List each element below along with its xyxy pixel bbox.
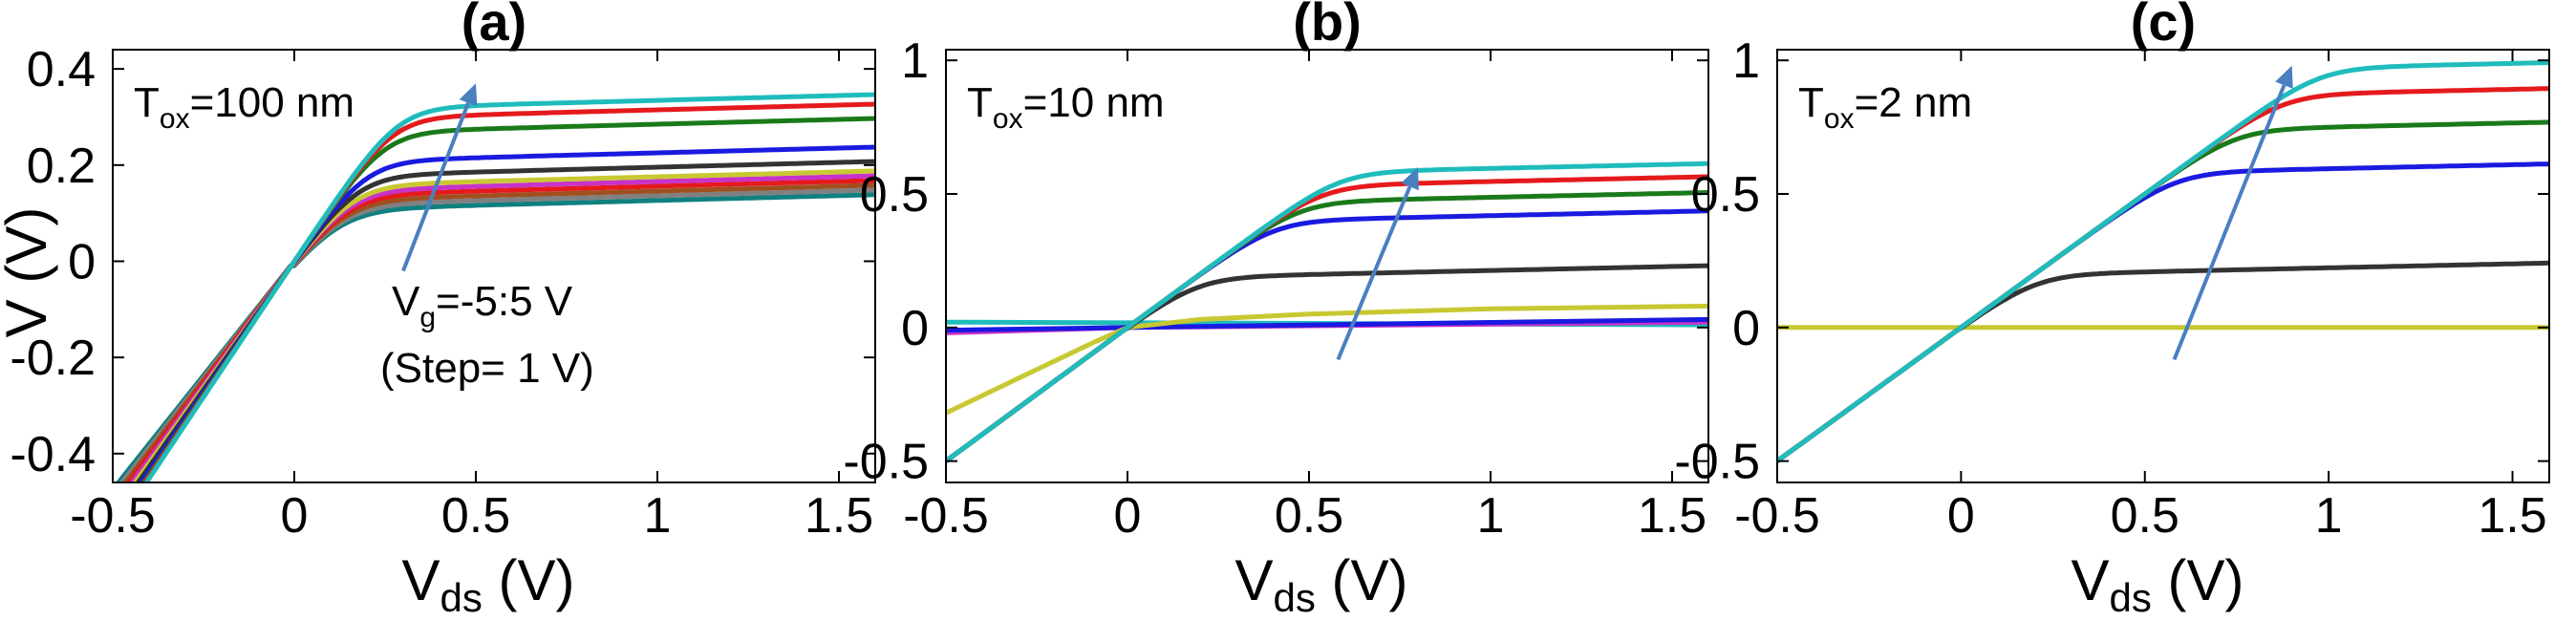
y-tick-label: -0.2: [10, 331, 96, 386]
series-line-vg-1-v: [135, 159, 875, 482]
arrow-line: [401, 102, 470, 272]
series-group: [946, 160, 1708, 464]
x-tick-label: 0.5: [441, 488, 510, 544]
series-line-vg-2-v: [946, 208, 1708, 464]
panel-a: -0.5 0 0.5 1 1.5 -0.4 -0.2 0 0.2 0.4 (a) Vds (V) Tox…: [10, 0, 876, 620]
x-axis-label: Vds (V): [401, 548, 574, 620]
series-line-vg-4-v: [1777, 86, 2549, 464]
x-tick-label: 0.5: [1275, 488, 1343, 544]
x-tick-label: 0: [1947, 488, 1975, 544]
panel-title: (c): [2131, 0, 2196, 52]
series-line-vg-0-v: [946, 303, 1708, 416]
x-tick-label: 1.5: [2478, 488, 2546, 544]
series-line-vg-5-v: [143, 92, 875, 482]
x-tick-label: 1: [2315, 488, 2343, 544]
tox-annotation: Tox=10 nm: [967, 79, 1165, 135]
x-tick-label: 1.5: [1638, 488, 1707, 544]
x-tick-label: -0.5: [70, 488, 156, 544]
y-tick-label: -0.4: [10, 427, 96, 482]
series-group: [115, 92, 875, 482]
panel-c: -0.5 0 0.5 1 1.5 -0.5 0 0.5 1 (c) Vds (V) Tox=2 nm: [1674, 0, 2550, 620]
arrow-head-icon: [459, 83, 478, 107]
plot-frame: [1776, 49, 2550, 483]
series-line-vg-1-v: [1777, 260, 2549, 464]
y-tick-label: 0.2: [27, 139, 96, 194]
y-tick-label: 0.4: [27, 42, 96, 97]
x-tick-label: -0.5: [903, 488, 989, 544]
y-tick-label: 0: [68, 234, 96, 289]
vg-annotation: Vg=-5:5 V: [392, 278, 573, 333]
x-axis-label: Vds (V): [2071, 548, 2243, 620]
arrow-line: [2172, 84, 2286, 361]
series-line-vg-3-v: [1777, 119, 2549, 464]
y-tick-label: 0.5: [1691, 167, 1760, 223]
series-line-vg-5-v: [1777, 60, 2549, 464]
x-tick-label: 0: [1114, 488, 1142, 544]
series-line-vg-1-v: [946, 263, 1708, 464]
series-group: [1777, 60, 2549, 464]
arrow-head-icon: [1401, 167, 1419, 191]
panel-b: -0.5 0 0.5 1 1.5 -0.5 0 0.5 1 (b) Vds (V) Tox=10 nm: [843, 0, 1709, 620]
y-tick-label: 1: [901, 33, 929, 89]
y-tick-label: 0: [1732, 301, 1760, 356]
y-tick-label: -0.5: [1674, 435, 1760, 490]
x-tick-label: 0: [281, 488, 309, 544]
plot-frame: [112, 49, 876, 483]
tox-annotation: Tox=100 nm: [134, 79, 354, 135]
panel-title: (b): [1293, 0, 1362, 52]
y-tick-label: 1: [1732, 33, 1760, 89]
series-line-vg-5-v: [115, 192, 875, 482]
x-tick-label: 1.5: [805, 488, 873, 544]
x-tick-label: 1: [1477, 488, 1505, 544]
arrow-line: [1336, 185, 1412, 361]
step-annotation: (Step= 1 V): [380, 345, 594, 392]
tox-annotation: Tox=2 nm: [1798, 79, 1972, 135]
plot-frame: [945, 49, 1709, 483]
y-tick-label: -0.5: [843, 435, 929, 490]
x-tick-label: 0.5: [2111, 488, 2179, 544]
arrow-head-icon: [2275, 65, 2293, 89]
panel-title: (a): [462, 0, 526, 52]
y-axis-label: V (V): [0, 207, 58, 338]
x-tick-label: -0.5: [1734, 488, 1820, 544]
x-axis-label: Vds (V): [1234, 548, 1407, 620]
y-tick-label: 0: [901, 301, 929, 356]
series-line-vg-5-v: [946, 160, 1708, 464]
series-line-vg-2-v: [1777, 161, 2549, 464]
y-tick-label: 0.5: [860, 167, 929, 223]
x-tick-label: 1: [644, 488, 672, 544]
